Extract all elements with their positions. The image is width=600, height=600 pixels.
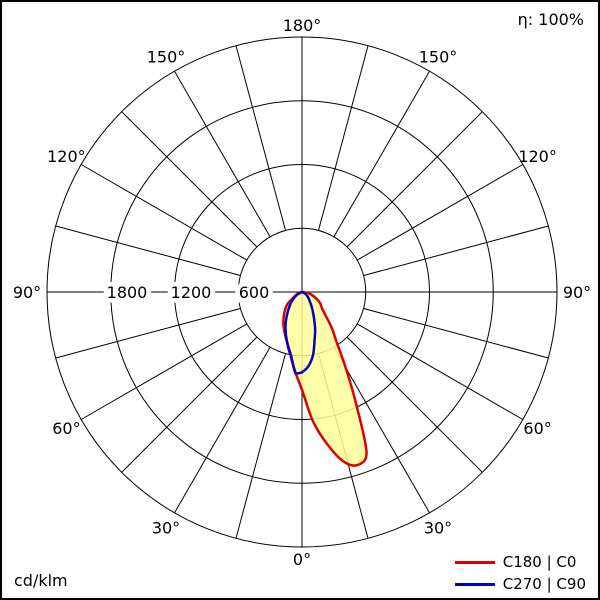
radial-tick-label-600: 600 [239, 283, 270, 302]
grid-ray [80, 323, 248, 420]
angle-label-150deg-right: 150° [419, 47, 458, 66]
legend-line-blue-icon [454, 583, 495, 586]
grid-ray [235, 353, 286, 539]
grid-ray [346, 336, 483, 473]
angle-label-150deg-left: 150° [147, 47, 186, 66]
grid-ray [235, 45, 286, 231]
grid-ray [363, 225, 549, 276]
radial-tick-label-1800: 1800 [107, 283, 148, 302]
legend-label-c270-c90: C270 | C90 [502, 575, 586, 593]
legend-label-c180-c0: C180 | C0 [502, 553, 577, 571]
grid-ray [80, 164, 248, 261]
angle-label-30deg-right: 30° [424, 519, 452, 538]
grid-ray [356, 164, 524, 261]
efficiency-label: η: 100% [517, 10, 584, 29]
legend: C180 | C0 C270 | C90 [454, 553, 586, 593]
grid-ray [333, 70, 430, 238]
grid-ray [55, 225, 241, 276]
legend-line-red-icon [454, 561, 495, 564]
angle-label-60deg-right: 60° [523, 419, 551, 438]
grid-ray [333, 346, 430, 514]
grid-ray [346, 111, 483, 248]
grid-ray [174, 346, 271, 514]
angle-label-60deg-left: 60° [52, 419, 80, 438]
angle-label-90deg-left: 90° [13, 283, 41, 302]
legend-item-c270-c90: C270 | C90 [454, 575, 586, 593]
unit-label: cd/klm [14, 571, 68, 590]
angle-label-120deg-left: 120° [47, 147, 86, 166]
radial-tick-label-1200: 1200 [171, 283, 212, 302]
grid-ray [356, 323, 524, 420]
series-curve-c270-c90 [284, 290, 317, 375]
angle-label-0deg-right: 0° [293, 550, 311, 569]
series-curve-c180-c0 [282, 290, 368, 467]
legend-item-c180-c0: C180 | C0 [454, 553, 586, 571]
angle-label-30deg-left: 30° [152, 519, 180, 538]
angle-label-90deg-right: 90° [563, 283, 591, 302]
grid-ray [55, 308, 241, 359]
grid-ray [363, 308, 549, 359]
angle-label-120deg-right: 120° [518, 147, 557, 166]
grid-ray [121, 111, 258, 248]
angle-label-180deg-right: 180° [283, 16, 322, 35]
grid-ray [174, 70, 271, 238]
grid-ray [318, 45, 369, 231]
grid-ray [121, 336, 258, 473]
